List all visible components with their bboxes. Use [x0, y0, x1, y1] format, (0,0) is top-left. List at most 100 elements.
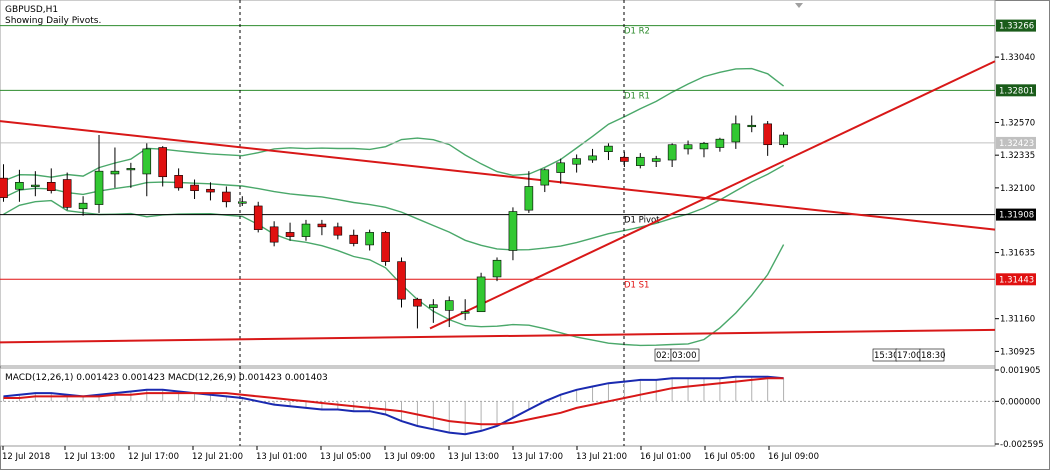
trendlines[interactable]: [0, 60, 996, 344]
candle-body: [460, 311, 470, 314]
macd-fast-line: [3, 375, 784, 436]
session-tag: [919, 348, 945, 362]
candle-body: [222, 191, 231, 203]
candle-body: [15, 182, 24, 190]
candle-body: [667, 144, 677, 161]
time-axis: 12 Jul 2018 12 Jul 13:00 12 Jul 17:00 12 Ju…: [2, 348, 946, 462]
macd-tick-label: -0.002595: [1000, 440, 1044, 450]
candle-body: [604, 145, 613, 152]
price-marker: [996, 19, 1036, 32]
candle-body: [747, 124, 757, 128]
chart-shift-icon[interactable]: [795, 3, 803, 8]
price-tick-label: 1.32335: [1000, 151, 1035, 161]
trendline[interactable]: [0, 328, 996, 344]
price-pane[interactable]: [0, 0, 996, 367]
session-tag-label: 18:30: [921, 351, 946, 361]
pivot-line-label: D1 R2: [624, 27, 650, 37]
price-marker: [996, 84, 1036, 97]
time-tick-label: 13 Jul 13:00: [448, 452, 499, 462]
candle-body: [683, 144, 693, 150]
candle-body: [142, 148, 152, 175]
candle-body: [174, 175, 183, 189]
price-tick-label: 1.31635: [1000, 249, 1035, 259]
time-tick-label: 12 Jul 2018: [2, 452, 50, 462]
price-marker-label: 1.33266: [999, 22, 1034, 32]
candle-body: [381, 232, 390, 262]
price-tick-label: 1.32100: [1000, 184, 1035, 194]
pivot-line-label: D1 Pivot: [624, 216, 660, 226]
price-tick-label: 1.31160: [1000, 315, 1035, 325]
candle-body: [0, 177, 8, 198]
price-tick-label: 1.32570: [1000, 118, 1035, 128]
macd-legend-label: MACD(12,26,1) 0.001423 0.001423 MACD(12,…: [5, 373, 328, 383]
price-tick-label: 1.30925: [1000, 347, 1035, 357]
candle-body: [508, 211, 518, 251]
candle-body: [333, 226, 343, 236]
candle-body: [158, 147, 167, 178]
candle-body: [397, 261, 406, 300]
candle-body: [635, 156, 645, 166]
session-tag-label: 17:00: [897, 351, 922, 361]
price-marker: [996, 136, 1036, 149]
price-axis: 1.33040 1.32570 1.32335 1.32100 1.31635 1.311…: [995, 19, 1036, 357]
time-tick-label: 13 Jul 01:00: [256, 452, 307, 462]
candle-body: [190, 184, 199, 191]
candle-body: [651, 158, 661, 162]
candle-body: [763, 123, 772, 146]
band-middle: [3, 164, 784, 251]
price-marker: [996, 208, 1036, 221]
session-tag-label: 03:00: [672, 351, 697, 361]
candle-body: [699, 143, 709, 150]
candle-body: [126, 168, 136, 171]
candle-body: [620, 156, 629, 162]
pivot-line-label: D1 S1: [624, 280, 649, 290]
candle-body: [269, 226, 279, 243]
time-tick-label: 16 Jul 05:00: [704, 452, 755, 462]
session-tag-label: 02:: [656, 351, 670, 361]
indicator-note-label: Showing Daily Pivots.: [5, 16, 101, 26]
candle-body: [365, 232, 374, 246]
candle-body: [62, 179, 72, 208]
candle-body: [301, 223, 311, 237]
candles: [0, 115, 788, 329]
session-tag-label: 15:30: [874, 351, 899, 361]
candle-body: [524, 186, 534, 211]
time-tick-label: 16 Jul 01:00: [640, 452, 691, 462]
time-tick-label: 13 Jul 21:00: [576, 452, 627, 462]
candle-body: [492, 259, 502, 278]
price-marker-label: 1.32801: [999, 86, 1034, 96]
candle-body: [78, 202, 88, 210]
time-tick-label: 13 Jul 05:00: [320, 452, 371, 462]
candle-body: [238, 201, 247, 204]
trendline[interactable]: [429, 60, 996, 330]
time-tick-label: 12 Jul 13:00: [64, 452, 115, 462]
time-tick-label: 16 Jul 09:00: [768, 452, 819, 462]
time-tick-label: 13 Jul 09:00: [384, 452, 435, 462]
trendline[interactable]: [0, 120, 996, 231]
candle-body: [476, 276, 486, 313]
price-marker-label: 1.31908: [999, 211, 1034, 221]
candle-body: [572, 158, 581, 165]
candle-body: [46, 182, 56, 191]
price-marker-label: 1.32423: [999, 139, 1034, 149]
candle-body: [779, 134, 788, 146]
session-separators: [239, 0, 625, 446]
candle-body: [94, 170, 104, 205]
candle-body: [429, 304, 438, 308]
candle-body: [540, 169, 550, 186]
time-tick-label: 12 Jul 21:00: [192, 452, 243, 462]
candle-body: [349, 234, 359, 244]
candle-body: [413, 298, 422, 307]
price-tick-label: 1.33040: [1000, 53, 1035, 63]
macd-tick-label: 0.001905: [1000, 366, 1041, 376]
candle-body: [715, 138, 725, 148]
time-tick-label: 12 Jul 17:00: [128, 452, 179, 462]
candle-body: [206, 188, 215, 193]
macd-tick-label: 0.000000: [1000, 397, 1041, 407]
candle-body: [588, 155, 597, 161]
candle-body: [444, 300, 454, 311]
candle-body: [110, 170, 120, 175]
symbol-timeframe-label: GBPUSD,H1: [5, 5, 58, 15]
candle-body: [31, 184, 40, 187]
